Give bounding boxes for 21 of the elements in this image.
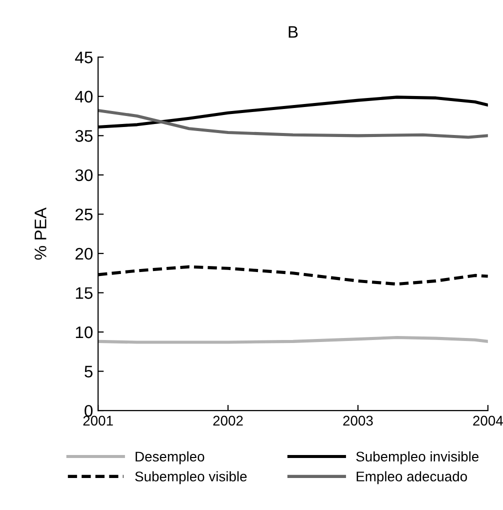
y-tick-label: 10 (76, 326, 93, 338)
chart-title: B (288, 26, 298, 38)
y-tick-label: 35 (75, 130, 93, 142)
y-axis-title: % PEA (34, 207, 46, 260)
legend-label: Subempleo visible (135, 471, 247, 484)
y-tick-label: 20 (76, 248, 93, 260)
legend-label: Desempleo (136, 451, 204, 464)
x-tick-label: 2003 (343, 416, 373, 426)
y-tick-label: 40 (75, 90, 93, 103)
legend-label: Subempleo invisible (356, 451, 479, 464)
x-tick-label: 2001 (83, 416, 113, 426)
legend-label: Empleo adecuado (356, 471, 467, 484)
line-series (98, 108, 488, 139)
y-tick-label: 45 (75, 52, 93, 64)
x-tick-label: 2004 (473, 416, 503, 426)
y-tick-label: 30 (75, 169, 93, 182)
y-tick-label: 0 (84, 404, 93, 417)
y-tick-label: 5 (84, 366, 93, 378)
x-tick-label: 2002 (213, 416, 243, 426)
y-tick-label: 15 (76, 287, 93, 299)
y-tick-label: 25 (76, 208, 93, 220)
